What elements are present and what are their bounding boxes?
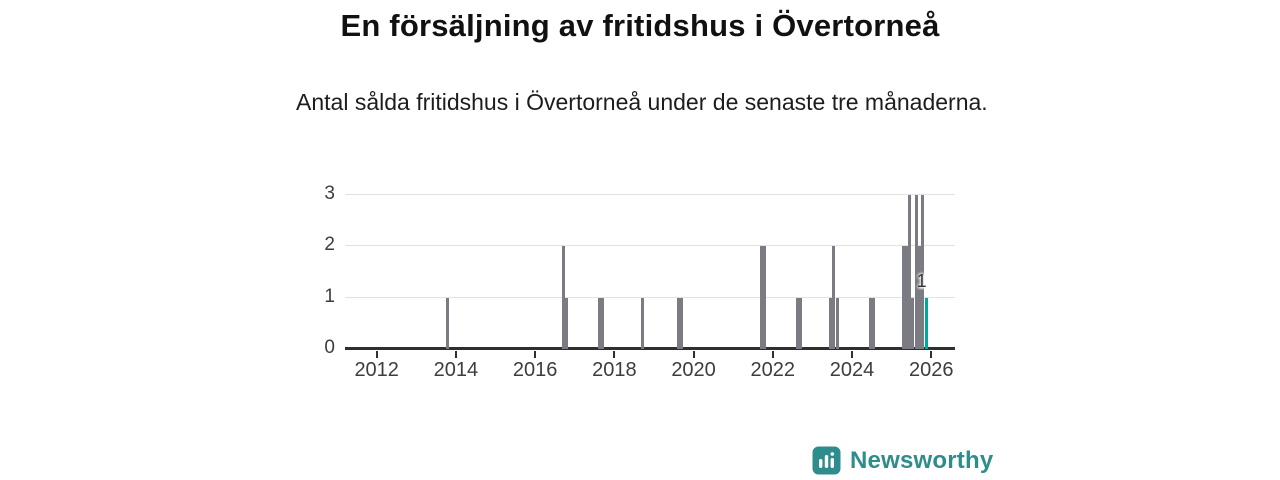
y-axis-label-1: 1 bbox=[324, 285, 335, 307]
x-axis-label-2012: 2012 bbox=[354, 359, 399, 381]
bar bbox=[677, 297, 681, 349]
bar bbox=[601, 297, 605, 349]
x-axis-label-2014: 2014 bbox=[433, 359, 479, 381]
x-axis-label-2018: 2018 bbox=[592, 359, 637, 381]
bar bbox=[799, 297, 803, 349]
bar bbox=[901, 246, 905, 349]
x-axis-label-2016: 2016 bbox=[512, 359, 558, 381]
bar bbox=[597, 297, 601, 349]
gridline-y-3 bbox=[345, 194, 955, 195]
bar bbox=[795, 297, 799, 349]
x-axis-tick-2014 bbox=[454, 351, 457, 358]
x-axis-label-2022: 2022 bbox=[750, 359, 796, 381]
x-axis-tick-2020 bbox=[692, 351, 695, 358]
bar bbox=[762, 246, 766, 349]
newsworthy-logo: Newsworthy bbox=[812, 446, 993, 475]
x-axis-tick-2024 bbox=[851, 351, 853, 358]
x-axis-tick-2022 bbox=[771, 351, 774, 358]
bar bbox=[871, 297, 875, 349]
x-axis-label-2020: 2020 bbox=[671, 359, 716, 381]
x-axis-baseline bbox=[345, 347, 955, 350]
x-axis-tick-2012 bbox=[375, 351, 378, 358]
plot-area: 0 1 2 3 2012 2014 2016 2018 2020 2022 2024 2026 1 bbox=[324, 183, 955, 381]
bar bbox=[904, 246, 908, 349]
gridline-y-2 bbox=[345, 245, 955, 247]
highlighted-bar bbox=[924, 297, 928, 349]
bar bbox=[868, 297, 872, 349]
bar bbox=[446, 297, 449, 349]
bar bbox=[918, 246, 922, 349]
chart-subtitle: Antal sålda fritidshus i Övertorneå unde… bbox=[296, 89, 988, 115]
bar bbox=[832, 246, 836, 349]
bar bbox=[680, 297, 684, 349]
bar bbox=[759, 246, 763, 349]
x-axis-tick-2016 bbox=[534, 351, 537, 358]
bar bbox=[828, 297, 832, 349]
y-axis-label-2: 2 bbox=[324, 234, 335, 256]
bar-value-label: 1 bbox=[916, 270, 927, 291]
bar-chart-logo-icon bbox=[812, 446, 841, 475]
bar bbox=[835, 297, 839, 349]
gridline-y-1 bbox=[345, 296, 955, 298]
page-title: En försäljning av fritidshus i Övertorne… bbox=[340, 8, 940, 43]
bar bbox=[911, 297, 915, 349]
x-axis-tick-2018 bbox=[613, 351, 616, 358]
x-axis-label-2024: 2024 bbox=[829, 359, 875, 381]
x-axis-label-2026: 2026 bbox=[908, 359, 954, 381]
y-axis-label-0: 0 bbox=[324, 337, 335, 358]
bar bbox=[921, 195, 925, 349]
bar bbox=[640, 297, 644, 349]
brand-name: Newsworthy bbox=[850, 446, 994, 474]
bar bbox=[908, 195, 912, 349]
x-axis-tick-2026 bbox=[930, 351, 933, 358]
bar bbox=[561, 246, 565, 349]
y-axis-label-3: 3 bbox=[324, 183, 335, 204]
bar bbox=[564, 297, 568, 349]
bar bbox=[914, 195, 918, 349]
